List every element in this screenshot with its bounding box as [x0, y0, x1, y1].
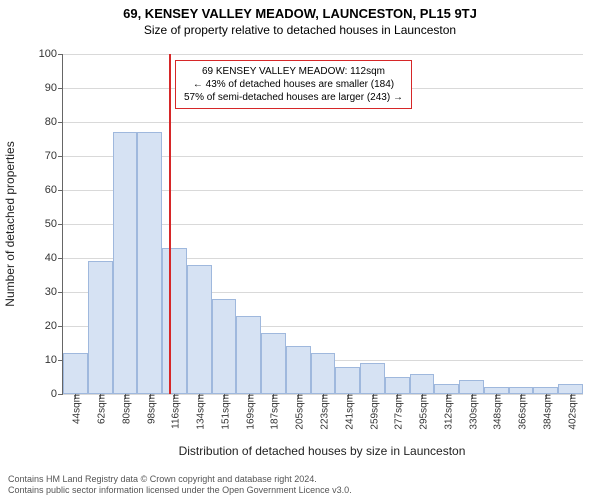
histogram-bar [335, 367, 360, 394]
histogram-bar [434, 384, 459, 394]
x-tick-label: 44sqm [68, 394, 83, 424]
histogram-bar [187, 265, 212, 394]
x-tick-label: 366sqm [514, 394, 529, 430]
histogram-bar [88, 261, 113, 394]
y-tick-label: 60 [45, 184, 63, 196]
histogram-bar [533, 387, 558, 394]
histogram-bar [113, 132, 138, 394]
reference-line [169, 54, 171, 394]
y-tick-label: 20 [45, 320, 63, 332]
histogram-bar [459, 380, 484, 394]
x-tick-label: 80sqm [117, 394, 132, 424]
chart-subtitle: Size of property relative to detached ho… [0, 21, 600, 37]
x-tick-label: 134sqm [192, 394, 207, 430]
y-tick-label: 80 [45, 116, 63, 128]
histogram-bar [385, 377, 410, 394]
histogram-bar [509, 387, 534, 394]
x-tick-label: 295sqm [415, 394, 430, 430]
x-tick-label: 330sqm [464, 394, 479, 430]
histogram-bar [162, 248, 187, 394]
y-tick-label: 30 [45, 286, 63, 298]
histogram-bar [212, 299, 237, 394]
footer-line-1: Contains HM Land Registry data © Crown c… [8, 474, 352, 485]
histogram-bar [137, 132, 162, 394]
y-tick-label: 100 [39, 48, 63, 60]
x-tick-label: 205sqm [291, 394, 306, 430]
chart-container: 69, KENSEY VALLEY MEADOW, LAUNCESTON, PL… [0, 0, 600, 500]
x-tick-label: 277sqm [390, 394, 405, 430]
x-tick-label: 259sqm [365, 394, 380, 430]
histogram-bar [410, 374, 435, 394]
histogram-bar [484, 387, 509, 394]
x-tick-label: 223sqm [316, 394, 331, 430]
histogram-bar [286, 346, 311, 394]
grid-line [63, 122, 583, 123]
y-tick-label: 40 [45, 252, 63, 264]
y-axis-label: Number of detached properties [3, 141, 17, 306]
annotation-line-1: 69 KENSEY VALLEY MEADOW: 112sqm [184, 65, 403, 78]
footer-text: Contains HM Land Registry data © Crown c… [8, 474, 352, 496]
plot-area: 010203040506070809010044sqm62sqm80sqm98s… [62, 54, 583, 395]
histogram-bar [261, 333, 286, 394]
histogram-bar [236, 316, 261, 394]
x-tick-label: 62sqm [93, 394, 108, 424]
annotation-box: 69 KENSEY VALLEY MEADOW: 112sqm ← 43% of… [175, 60, 412, 109]
x-tick-label: 241sqm [340, 394, 355, 430]
x-tick-label: 98sqm [142, 394, 157, 424]
x-axis-label: Distribution of detached houses by size … [62, 444, 582, 458]
annotation-line-3: 57% of semi-detached houses are larger (… [184, 91, 403, 104]
x-tick-label: 169sqm [241, 394, 256, 430]
chart-title: 69, KENSEY VALLEY MEADOW, LAUNCESTON, PL… [0, 0, 600, 21]
x-tick-label: 384sqm [538, 394, 553, 430]
y-tick-label: 50 [45, 218, 63, 230]
histogram-bar [360, 363, 385, 394]
y-tick-label: 0 [51, 388, 63, 400]
x-tick-label: 312sqm [439, 394, 454, 430]
x-tick-label: 116sqm [167, 394, 182, 429]
histogram-bar [558, 384, 583, 394]
x-tick-label: 151sqm [216, 394, 231, 430]
y-tick-label: 10 [45, 354, 63, 366]
histogram-bar [63, 353, 88, 394]
histogram-bar [311, 353, 336, 394]
y-tick-label: 90 [45, 82, 63, 94]
x-tick-label: 348sqm [489, 394, 504, 430]
y-tick-label: 70 [45, 150, 63, 162]
grid-line [63, 54, 583, 55]
x-tick-label: 187sqm [266, 394, 281, 430]
annotation-line-2: ← 43% of detached houses are smaller (18… [184, 78, 403, 91]
footer-line-2: Contains public sector information licen… [8, 485, 352, 496]
x-tick-label: 402sqm [563, 394, 578, 430]
